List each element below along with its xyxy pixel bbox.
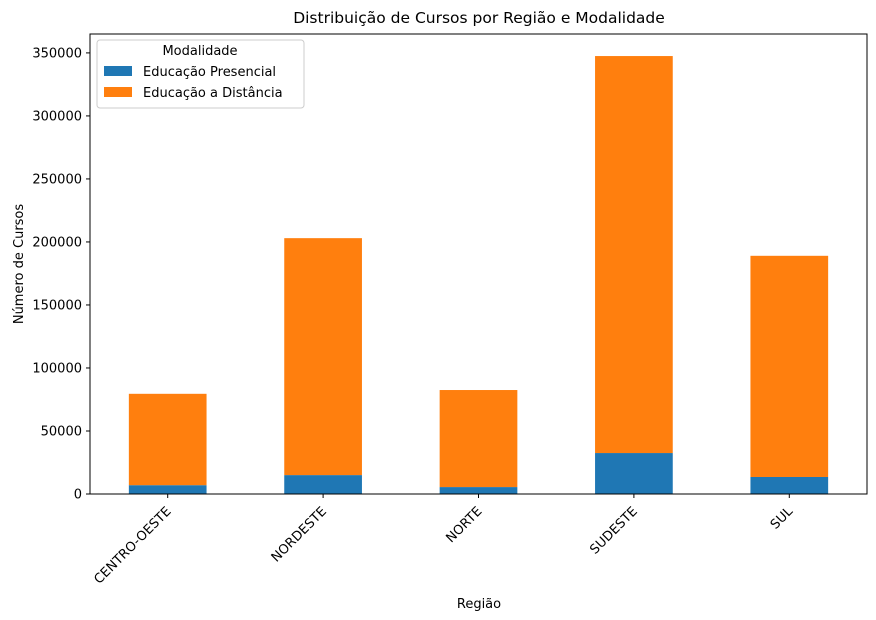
y-tick-label: 300000 [32, 109, 82, 124]
bar-centro-oeste-series-0 [128, 485, 207, 494]
x-axis-label: Região [457, 597, 501, 612]
bar-norte-series-0 [439, 487, 518, 494]
x-tick-label: NORTE [443, 504, 485, 546]
bar-norte-series-1 [439, 390, 518, 488]
x-tick-label: CENTRO-OESTE [91, 504, 174, 587]
legend-swatch-distancia [104, 87, 132, 97]
y-tick-label: 100000 [32, 361, 82, 376]
bar-nordeste-series-1 [284, 238, 362, 476]
x-tick-label: SUDESTE [587, 504, 640, 557]
legend-label-presencial: Educação Presencial [143, 65, 276, 80]
x-tick-label: SUL [768, 504, 797, 533]
legend-box [96, 39, 305, 109]
bar-sudeste-series-0 [595, 453, 673, 494]
bar-sul-series-0 [750, 476, 829, 494]
y-tick-label: 50000 [41, 424, 82, 439]
bar-sul-series-1 [750, 255, 829, 477]
y-tick-label: 250000 [32, 172, 82, 187]
y-tick-label: 350000 [32, 46, 82, 61]
y-tick-label: 0 [74, 488, 82, 503]
x-axis: CENTRO-OESTE NORDESTE NORTE SUDESTE SUL [91, 494, 797, 587]
bar-nordeste-series-0 [284, 475, 362, 494]
y-tick-label: 150000 [32, 298, 82, 313]
plot-frame [89, 33, 868, 495]
legend: Modalidade Educação Presencial Educação … [96, 39, 305, 109]
x-tick-label: NORDESTE [269, 504, 330, 565]
y-tick-label: 200000 [32, 235, 82, 250]
legend-label-distancia: Educação a Distância [143, 86, 283, 101]
bar-sudeste-series-1 [595, 56, 673, 454]
y-axis-label: Número de Cursos [12, 204, 27, 325]
y-axis: 0 50000 100000 150000 200000 250000 300000 3500… [32, 46, 90, 503]
legend-title: Modalidade [162, 44, 237, 59]
bars-group [128, 56, 829, 494]
chart-title: Distribuição de Cursos por Região e Moda… [293, 9, 665, 27]
legend-swatch-presencial [104, 66, 132, 76]
bar-centro-oeste-series-1 [128, 393, 207, 486]
